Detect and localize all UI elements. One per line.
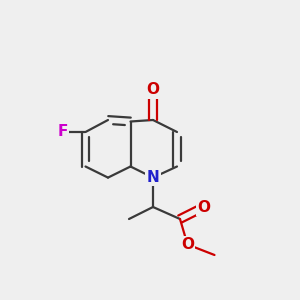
Text: N: N (147, 170, 159, 185)
Text: O: O (146, 82, 160, 98)
Text: F: F (58, 124, 68, 140)
Text: O: O (197, 200, 211, 214)
Text: O: O (181, 237, 194, 252)
